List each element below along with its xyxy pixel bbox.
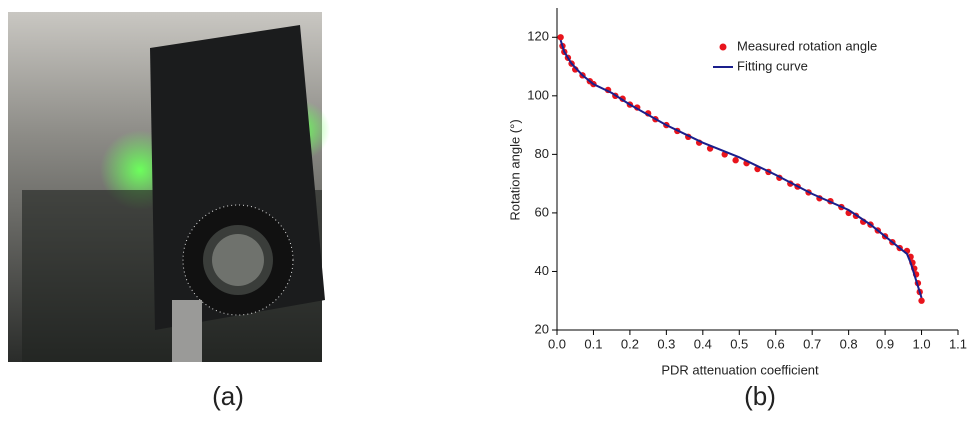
x-tick-label: 0.6 <box>767 336 785 351</box>
panel-label: (b) <box>744 381 776 411</box>
x-tick-label: 1.1 <box>949 336 967 351</box>
x-tick-label: 0.2 <box>621 336 639 351</box>
x-tick-label: 0.8 <box>840 336 858 351</box>
y-tick-label: 100 <box>527 87 549 102</box>
data-point <box>732 157 739 164</box>
y-tick-label: 80 <box>535 146 549 161</box>
x-tick-label: 1.0 <box>913 336 931 351</box>
legend-swatch <box>719 43 727 51</box>
legend-label: Measured rotation angle <box>737 38 877 53</box>
data-point <box>918 297 925 304</box>
data-point <box>557 34 564 41</box>
x-tick-label: 0.1 <box>584 336 602 351</box>
x-axis-label: PDR attenuation coefficient <box>661 362 819 377</box>
y-tick-label: 60 <box>535 204 549 219</box>
legend-label: Fitting curve <box>737 58 808 73</box>
x-tick-label: 0.7 <box>803 336 821 351</box>
y-tick-label: 120 <box>527 29 549 44</box>
fit-line <box>559 39 923 299</box>
x-tick-label: 0.5 <box>730 336 748 351</box>
panel-label: (a) <box>212 381 244 411</box>
y-axis-label: Rotation angle (°) <box>507 119 522 220</box>
x-tick-label: 0.4 <box>694 336 712 351</box>
x-tick-label: 0.9 <box>876 336 894 351</box>
photo <box>8 12 330 362</box>
y-tick-label: 20 <box>535 321 549 336</box>
y-tick-label: 40 <box>535 263 549 278</box>
x-tick-label: 0.3 <box>657 336 675 351</box>
x-tick-label: 0.0 <box>548 336 566 351</box>
